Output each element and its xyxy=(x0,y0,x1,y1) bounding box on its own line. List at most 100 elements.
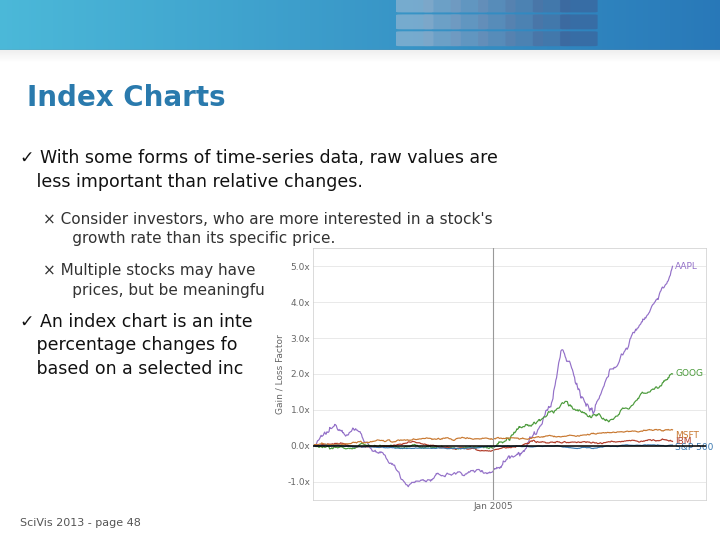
Bar xyxy=(423,0,425,50)
Bar xyxy=(7,0,9,50)
FancyBboxPatch shape xyxy=(505,31,543,46)
Bar xyxy=(617,0,619,50)
Bar xyxy=(243,0,245,50)
Bar xyxy=(506,0,509,50)
Bar xyxy=(175,0,178,50)
Bar xyxy=(675,0,677,50)
Bar xyxy=(295,0,297,50)
Bar xyxy=(549,0,552,50)
Bar xyxy=(166,0,168,50)
Bar xyxy=(351,0,353,50)
Bar xyxy=(394,0,396,50)
Bar xyxy=(391,0,394,50)
FancyBboxPatch shape xyxy=(505,15,543,29)
Bar xyxy=(639,0,641,50)
Bar xyxy=(333,0,336,50)
Bar xyxy=(490,0,492,50)
Bar xyxy=(259,0,261,50)
Bar xyxy=(360,0,362,50)
Bar xyxy=(641,0,643,50)
Bar xyxy=(533,0,535,50)
Bar xyxy=(290,0,293,50)
Bar xyxy=(171,0,173,50)
Bar xyxy=(600,0,603,50)
Bar xyxy=(74,0,77,50)
Bar xyxy=(475,0,477,50)
Bar xyxy=(477,0,480,50)
Bar xyxy=(0,60,720,62)
Text: AAPL: AAPL xyxy=(675,262,698,271)
Bar xyxy=(473,0,475,50)
Bar xyxy=(34,0,36,50)
Bar xyxy=(185,0,187,50)
Bar xyxy=(197,0,199,50)
Bar xyxy=(199,0,202,50)
FancyBboxPatch shape xyxy=(451,15,488,29)
Bar xyxy=(679,0,682,50)
Bar xyxy=(648,0,650,50)
Bar xyxy=(398,0,401,50)
Bar xyxy=(24,0,27,50)
Bar xyxy=(0,57,720,58)
Bar xyxy=(693,0,696,50)
Bar xyxy=(0,0,2,50)
Bar xyxy=(338,0,341,50)
Bar xyxy=(629,0,631,50)
Bar xyxy=(451,0,454,50)
Bar xyxy=(670,0,672,50)
Bar xyxy=(153,0,156,50)
Bar xyxy=(446,0,449,50)
Bar xyxy=(235,0,238,50)
Bar xyxy=(706,0,708,50)
Bar xyxy=(261,0,264,50)
Bar xyxy=(302,0,305,50)
FancyBboxPatch shape xyxy=(423,31,461,46)
Bar xyxy=(387,0,389,50)
Bar xyxy=(60,0,63,50)
Bar xyxy=(108,0,110,50)
Text: IBM: IBM xyxy=(675,437,692,446)
Bar xyxy=(106,0,108,50)
Bar xyxy=(99,0,101,50)
Bar xyxy=(230,0,233,50)
Bar xyxy=(281,0,283,50)
Bar xyxy=(0,59,720,60)
Bar xyxy=(711,0,713,50)
Bar xyxy=(72,0,74,50)
Bar xyxy=(288,0,290,50)
Bar xyxy=(0,55,720,56)
Bar xyxy=(178,0,180,50)
Bar xyxy=(286,0,288,50)
Bar xyxy=(405,0,408,50)
Bar xyxy=(468,0,470,50)
Bar xyxy=(439,0,441,50)
Bar xyxy=(202,0,204,50)
Bar xyxy=(396,0,398,50)
Bar xyxy=(432,0,434,50)
Bar xyxy=(535,0,538,50)
Bar xyxy=(358,0,360,50)
Bar xyxy=(444,0,446,50)
Bar xyxy=(137,0,139,50)
FancyBboxPatch shape xyxy=(505,0,543,12)
Bar xyxy=(605,0,607,50)
Bar xyxy=(245,0,247,50)
Bar xyxy=(211,0,214,50)
FancyBboxPatch shape xyxy=(396,0,433,12)
Bar xyxy=(130,0,132,50)
Bar xyxy=(413,0,415,50)
Bar xyxy=(110,0,113,50)
Bar xyxy=(434,0,437,50)
Bar xyxy=(14,0,17,50)
Bar xyxy=(554,0,557,50)
FancyBboxPatch shape xyxy=(478,15,516,29)
Bar xyxy=(0,51,720,52)
Bar xyxy=(466,0,468,50)
Bar xyxy=(180,0,182,50)
Bar xyxy=(598,0,600,50)
Bar xyxy=(19,0,22,50)
Bar xyxy=(163,0,166,50)
FancyBboxPatch shape xyxy=(396,31,433,46)
Bar xyxy=(192,0,194,50)
Bar xyxy=(91,0,94,50)
